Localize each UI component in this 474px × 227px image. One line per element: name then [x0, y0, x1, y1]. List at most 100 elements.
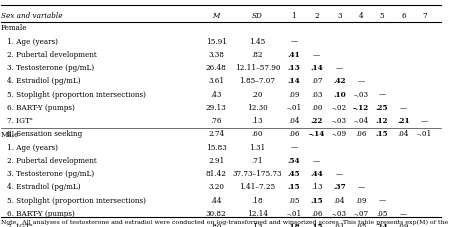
Text: 6. BART-Y (pumps): 6. BART-Y (pumps) — [7, 209, 74, 217]
Text: .43: .43 — [210, 90, 222, 98]
Text: .04: .04 — [288, 116, 300, 125]
Text: —: — — [336, 169, 343, 178]
Text: 5. Stoplight (proportion intersections): 5. Stoplight (proportion intersections) — [7, 90, 146, 98]
Text: Sex and variable: Sex and variable — [1, 12, 63, 20]
Text: Note.  All analyses of testosterone and estradiol were conducted on log-transfor: Note. All analyses of testosterone and e… — [1, 218, 448, 224]
Text: –.04: –.04 — [354, 116, 369, 125]
Text: .15: .15 — [376, 130, 388, 138]
Text: .25: .25 — [376, 103, 388, 111]
Text: .37: .37 — [333, 183, 346, 191]
Text: 4. Estradiol (pg/mL): 4. Estradiol (pg/mL) — [7, 183, 80, 191]
Text: .13: .13 — [252, 222, 263, 227]
Text: .07: .07 — [311, 77, 322, 85]
Text: —: — — [313, 51, 320, 59]
Text: 3.20: 3.20 — [208, 183, 224, 191]
Text: –.02: –.02 — [332, 103, 347, 111]
Text: —: — — [290, 143, 298, 151]
Text: .04: .04 — [334, 196, 345, 204]
Text: .18: .18 — [252, 196, 263, 204]
Text: 1.85–7.07: 1.85–7.07 — [239, 77, 275, 85]
Text: .20: .20 — [252, 90, 263, 98]
Text: .10: .10 — [333, 90, 346, 98]
Text: .21: .21 — [397, 116, 410, 125]
Text: .45: .45 — [288, 169, 300, 178]
Text: 2.74: 2.74 — [208, 130, 224, 138]
Text: Male: Male — [1, 130, 19, 138]
Text: —: — — [357, 77, 365, 85]
Text: Female: Female — [1, 24, 27, 32]
Text: .15: .15 — [310, 222, 323, 227]
Text: –.01: –.01 — [417, 130, 432, 138]
Text: .44: .44 — [310, 169, 323, 178]
Text: .82: .82 — [252, 51, 263, 59]
Text: .13: .13 — [252, 116, 263, 125]
Text: 29.13: 29.13 — [206, 103, 227, 111]
Text: –.14: –.14 — [309, 130, 325, 138]
Text: –.03: –.03 — [354, 90, 369, 98]
Text: M: M — [212, 12, 220, 20]
Text: 26.48: 26.48 — [206, 64, 227, 72]
Text: .41: .41 — [288, 51, 300, 59]
Text: 1. Age (years): 1. Age (years) — [7, 143, 58, 151]
Text: .09: .09 — [356, 196, 367, 204]
Text: .54: .54 — [288, 156, 300, 164]
Text: 1.41–7.25: 1.41–7.25 — [239, 183, 275, 191]
Text: —: — — [400, 209, 407, 217]
Text: 2: 2 — [314, 12, 319, 20]
Text: .03: .03 — [311, 90, 322, 98]
Text: 1: 1 — [292, 12, 296, 20]
Text: 81.42: 81.42 — [206, 169, 227, 178]
Text: 1.31: 1.31 — [249, 143, 265, 151]
Text: –.12: –.12 — [353, 103, 369, 111]
Text: .13: .13 — [288, 64, 300, 72]
Text: —: — — [400, 103, 407, 111]
Text: .22: .22 — [310, 116, 323, 125]
Text: 1. Age (years): 1. Age (years) — [7, 37, 58, 46]
Text: .01: .01 — [334, 222, 345, 227]
Text: 12.14: 12.14 — [247, 209, 268, 217]
Text: 4. Estradiol (pg/mL): 4. Estradiol (pg/mL) — [7, 77, 80, 85]
Text: 37.73–175.73: 37.73–175.73 — [233, 169, 282, 178]
Text: 7. IGTᵃ: 7. IGTᵃ — [7, 116, 32, 125]
Text: .18: .18 — [288, 222, 300, 227]
Text: .60: .60 — [252, 130, 263, 138]
Text: 6: 6 — [401, 12, 406, 20]
Text: .80: .80 — [210, 222, 222, 227]
Text: 12.30: 12.30 — [247, 103, 268, 111]
Text: .06: .06 — [356, 130, 367, 138]
Text: .06: .06 — [311, 209, 322, 217]
Text: .15: .15 — [310, 196, 323, 204]
Text: 6. BART-Y (pumps): 6. BART-Y (pumps) — [7, 103, 74, 111]
Text: .09: .09 — [398, 222, 409, 227]
Text: 3.61: 3.61 — [208, 77, 224, 85]
Text: 3. Testosterone (pg/mL): 3. Testosterone (pg/mL) — [7, 64, 94, 72]
Text: 2. Pubertal development: 2. Pubertal development — [7, 51, 96, 59]
Text: –.03: –.03 — [332, 116, 347, 125]
Text: .71: .71 — [252, 156, 263, 164]
Text: —: — — [420, 222, 428, 227]
Text: —: — — [313, 156, 320, 164]
Text: .04: .04 — [398, 130, 409, 138]
Text: .14: .14 — [288, 77, 300, 85]
Text: .24: .24 — [376, 222, 388, 227]
Text: —: — — [290, 37, 298, 46]
Text: 2. Pubertal development: 2. Pubertal development — [7, 156, 96, 164]
Text: 15.83: 15.83 — [206, 143, 227, 151]
Text: —: — — [378, 90, 386, 98]
Text: —: — — [378, 196, 386, 204]
Text: .42: .42 — [333, 77, 346, 85]
Text: 3.38: 3.38 — [208, 51, 224, 59]
Text: .44: .44 — [210, 196, 222, 204]
Text: –.03: –.03 — [332, 209, 347, 217]
Text: .09: .09 — [288, 90, 300, 98]
Text: .14: .14 — [310, 64, 323, 72]
Text: 7. IGTᵃ: 7. IGTᵃ — [7, 222, 32, 227]
Text: SD: SD — [252, 12, 263, 20]
Text: .05: .05 — [356, 222, 367, 227]
Text: .05: .05 — [288, 196, 300, 204]
Text: –.07: –.07 — [354, 209, 369, 217]
Text: 3: 3 — [337, 12, 342, 20]
Text: 5. Stoplight (proportion intersections): 5. Stoplight (proportion intersections) — [7, 196, 146, 204]
Text: —: — — [420, 116, 428, 125]
Text: 4: 4 — [359, 12, 364, 20]
